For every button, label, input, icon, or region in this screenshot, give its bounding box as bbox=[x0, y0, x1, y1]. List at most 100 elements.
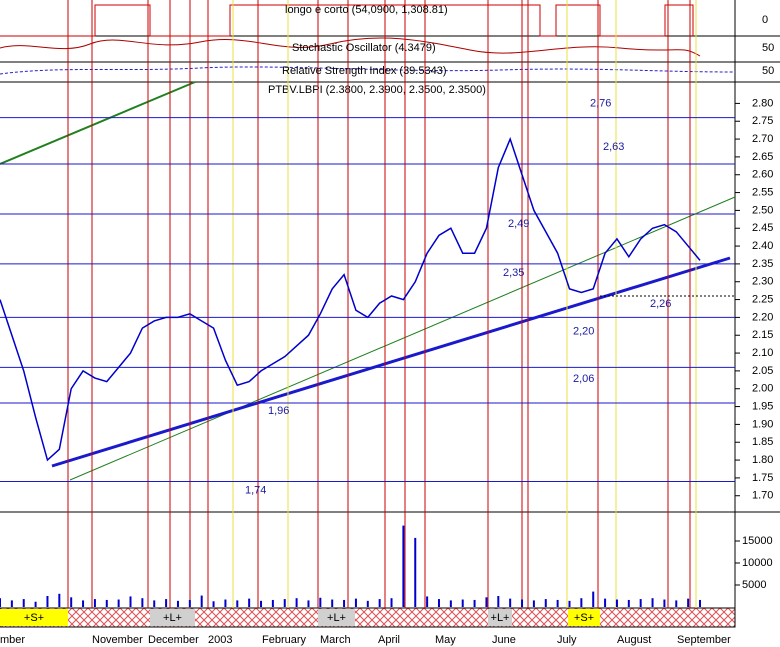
volume-bar bbox=[497, 596, 500, 607]
y-tick-label: 2.35 bbox=[752, 258, 773, 270]
volume-bar bbox=[509, 598, 512, 607]
month-label: February bbox=[262, 634, 307, 646]
volume-bar bbox=[556, 599, 559, 607]
month-label: December bbox=[148, 634, 199, 646]
y-tick-label: 10000 bbox=[742, 557, 773, 569]
volume-bar bbox=[307, 600, 310, 607]
volume-bar bbox=[354, 598, 357, 607]
volume-bar bbox=[675, 600, 678, 607]
volume-bar bbox=[70, 597, 73, 607]
signal-label: +S+ bbox=[24, 612, 44, 624]
volume-bar bbox=[117, 599, 120, 607]
trend-line bbox=[69, 196, 736, 481]
signal-bar bbox=[0, 607, 736, 628]
level-label: 2,63 bbox=[603, 141, 624, 153]
level-label: 2,20 bbox=[573, 325, 594, 337]
volume-bar bbox=[521, 599, 524, 607]
month-label: 2003 bbox=[208, 634, 232, 646]
volume-bar bbox=[414, 537, 417, 607]
y-tick-label: 2.70 bbox=[752, 133, 773, 145]
y-tick-label: 1.95 bbox=[752, 400, 773, 412]
y-tick-label: 2.65 bbox=[752, 151, 773, 163]
volume-bar bbox=[165, 599, 168, 607]
volume-bar bbox=[378, 599, 381, 607]
y-tick-label: 2.25 bbox=[752, 293, 773, 305]
month-label: April bbox=[378, 634, 400, 646]
volume-bar bbox=[687, 598, 690, 607]
indicator-label: Stochastic Oscillator (4.3479) bbox=[292, 42, 436, 54]
indicator-tick: 50 bbox=[762, 65, 774, 77]
volume-bar bbox=[0, 598, 1, 607]
volume-bar bbox=[639, 599, 642, 607]
volume-bar bbox=[580, 598, 583, 607]
y-tick-label: 1.70 bbox=[752, 490, 773, 502]
y-tick-label: 1.90 bbox=[752, 418, 773, 430]
signal-label: +L+ bbox=[327, 612, 346, 624]
volume-bar bbox=[283, 599, 286, 607]
month-label: September bbox=[677, 634, 731, 646]
volume-bar bbox=[651, 598, 654, 607]
volume-bar bbox=[319, 597, 322, 607]
volume-bar bbox=[46, 596, 49, 607]
volume-bar bbox=[592, 591, 595, 607]
signal-box bbox=[488, 609, 512, 626]
signal-box bbox=[0, 609, 68, 626]
indicator-label: Relative Strength Index (39.5343) bbox=[282, 65, 447, 77]
volume-bar bbox=[461, 599, 464, 607]
volume-bar bbox=[663, 599, 666, 607]
signal-box bbox=[568, 609, 600, 626]
month-label: May bbox=[435, 634, 456, 646]
plot-bg bbox=[0, 0, 735, 647]
y-tick-label: 2.00 bbox=[752, 383, 773, 395]
month-label: November bbox=[92, 634, 143, 646]
month-label: July bbox=[557, 634, 577, 646]
level-label: 2,76 bbox=[590, 98, 611, 110]
volume-bar bbox=[568, 600, 571, 607]
volume-bar bbox=[188, 599, 191, 607]
volume-bar bbox=[402, 525, 405, 607]
y-tick-label: 2.60 bbox=[752, 169, 773, 181]
volume-bar bbox=[271, 599, 274, 607]
volume-bar bbox=[200, 595, 203, 607]
volume-bar bbox=[248, 598, 251, 607]
y-tick-label: 15000 bbox=[742, 535, 773, 547]
volume-bar bbox=[295, 598, 298, 607]
indicator-line bbox=[0, 4, 694, 37]
signal-box bbox=[318, 609, 355, 626]
level-label: 2,06 bbox=[573, 373, 594, 385]
volume-bar bbox=[236, 600, 239, 607]
y-tick-label: 2.55 bbox=[752, 186, 773, 198]
stochastic-line bbox=[0, 37, 701, 57]
volume-bar bbox=[449, 600, 452, 607]
volume-bar bbox=[212, 601, 215, 607]
level-label: 1,96 bbox=[268, 405, 289, 417]
indicator-tick: 0 bbox=[762, 14, 768, 26]
y-tick-label: 5000 bbox=[742, 579, 766, 591]
volume-bar bbox=[437, 599, 440, 607]
signal-label: +L+ bbox=[491, 612, 510, 624]
volume-bar bbox=[141, 598, 144, 607]
volume-bar bbox=[129, 596, 132, 607]
y-tick-label: 1.75 bbox=[752, 472, 773, 484]
level-label: 2,26 bbox=[650, 298, 671, 310]
indicator-tick: 50 bbox=[762, 42, 774, 54]
y-tick-label: 2.15 bbox=[752, 329, 773, 341]
volume-bar bbox=[343, 599, 346, 607]
y-tick-label: 2.10 bbox=[752, 347, 773, 359]
volume-bar bbox=[390, 598, 393, 607]
volume-bar bbox=[615, 599, 618, 607]
y-tick-label: 2.50 bbox=[752, 204, 773, 216]
volume-bar bbox=[224, 599, 227, 607]
level-label: 2,49 bbox=[508, 218, 529, 230]
y-tick-label: 2.80 bbox=[752, 97, 773, 109]
volume-bar bbox=[699, 599, 701, 607]
level-label: 1,74 bbox=[245, 484, 266, 496]
volume-bar bbox=[532, 600, 535, 607]
volume-bar bbox=[331, 599, 334, 607]
rsi-line bbox=[0, 66, 736, 75]
volume-bar bbox=[22, 599, 25, 607]
volume-bar bbox=[426, 596, 429, 607]
volume-bar bbox=[544, 599, 547, 607]
y-tick-label: 2.05 bbox=[752, 365, 773, 377]
signal-label: +L+ bbox=[163, 612, 182, 624]
